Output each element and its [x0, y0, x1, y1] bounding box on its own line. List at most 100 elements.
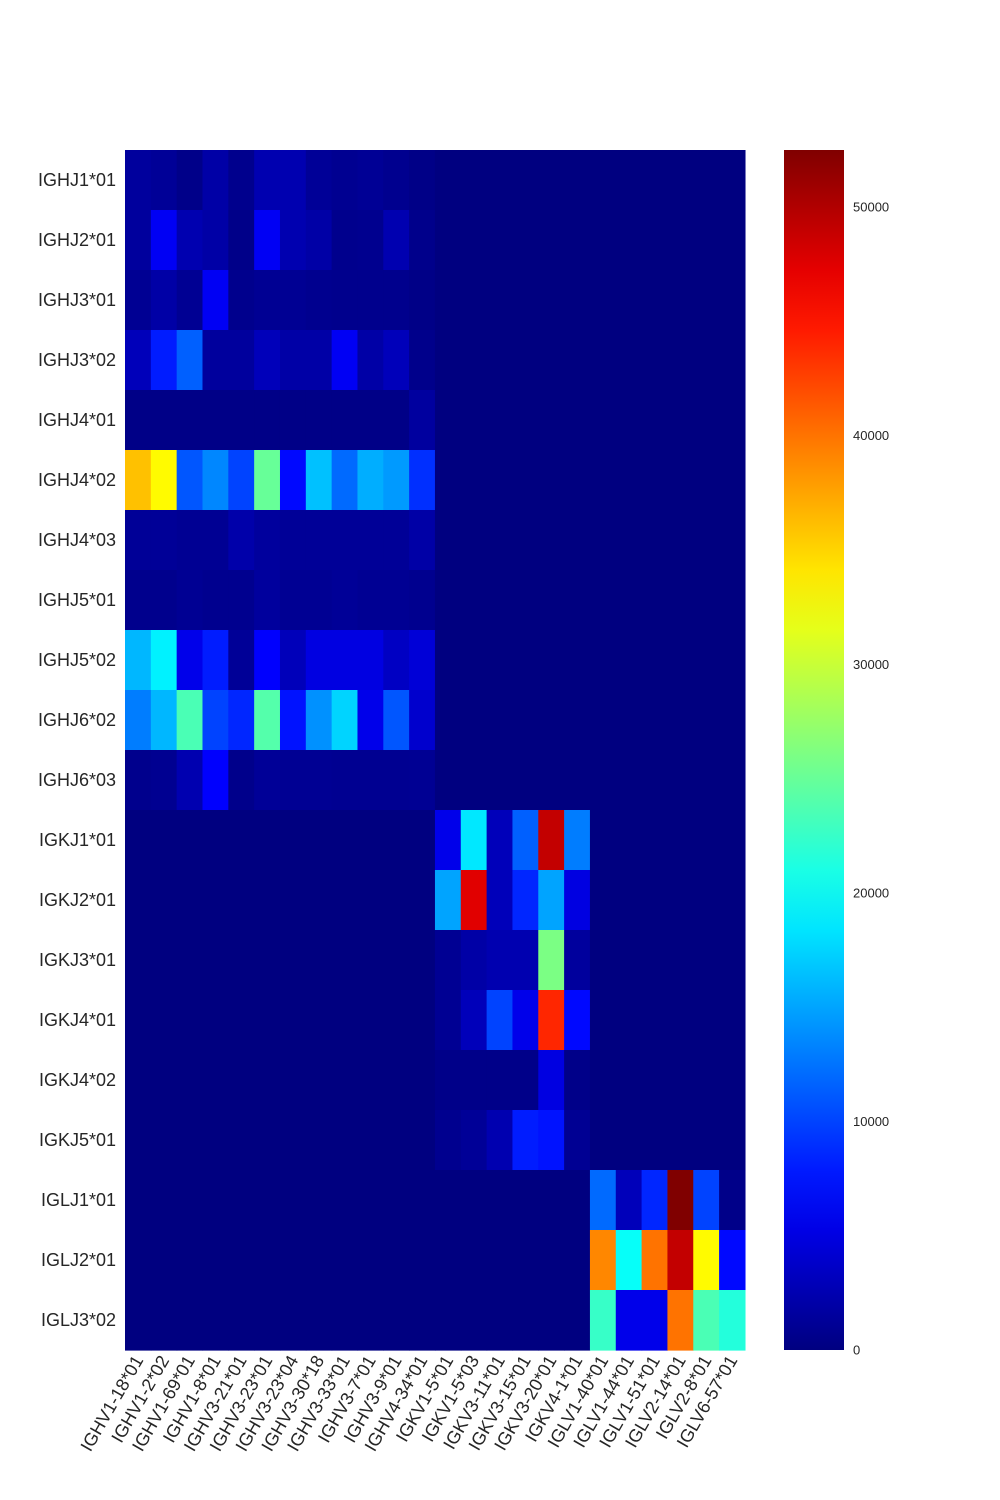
heatmap-cell — [125, 1230, 152, 1291]
heatmap-cell — [486, 510, 514, 571]
heatmap-cell — [719, 870, 746, 931]
heatmap-cell — [486, 450, 514, 511]
heatmap-cell — [383, 630, 410, 691]
heatmap-cell — [357, 570, 384, 631]
heatmap-cell — [331, 570, 359, 631]
heatmap-cell — [383, 870, 410, 931]
heatmap-cell — [228, 390, 255, 451]
y-tick-label: IGHJ5*01 — [38, 590, 116, 610]
heatmap-cell — [254, 870, 281, 931]
heatmap-cell — [512, 150, 539, 211]
heatmap-cell — [460, 1110, 488, 1171]
heatmap-cell — [538, 630, 565, 691]
heatmap-cell — [434, 1290, 462, 1351]
heatmap-cell — [460, 330, 488, 391]
heatmap-cell — [538, 690, 565, 751]
heatmap-cell — [228, 810, 255, 871]
heatmap-cell — [538, 330, 565, 391]
heatmap-cell — [538, 870, 565, 931]
heatmap-cell — [331, 870, 359, 931]
heatmap-cell — [176, 1170, 204, 1231]
heatmap-cell — [693, 990, 720, 1051]
heatmap-cell — [357, 690, 384, 751]
heatmap-cell — [667, 150, 694, 211]
heatmap-cell — [434, 930, 462, 991]
heatmap-cell — [512, 1290, 539, 1351]
heatmap-cell — [615, 450, 643, 511]
heatmap-cell — [434, 630, 462, 691]
heatmap-cell — [125, 750, 152, 811]
heatmap-cell — [150, 510, 178, 571]
y-tick-label: IGKJ2*01 — [39, 890, 116, 910]
heatmap-cell — [486, 1290, 514, 1351]
heatmap-cell — [589, 1170, 617, 1231]
heatmap-cell — [693, 750, 720, 811]
heatmap-cell — [589, 690, 617, 751]
heatmap-cell — [331, 630, 359, 691]
heatmap-cell — [434, 1050, 462, 1111]
heatmap-cell — [383, 1050, 410, 1111]
heatmap-cell — [202, 1110, 229, 1171]
heatmap-cell — [719, 390, 746, 451]
x-tick-labels: IGHV1-18*01IGHV1-2*02IGHV1-69*01IGHV1-8*… — [77, 1352, 742, 1455]
heatmap-cell — [331, 810, 359, 871]
heatmap-cell — [693, 930, 720, 991]
heatmap-cell — [538, 570, 565, 631]
heatmap-cell — [305, 450, 333, 511]
heatmap-cell — [486, 1170, 514, 1231]
heatmap-cell — [719, 750, 746, 811]
heatmap-cell — [383, 1230, 410, 1291]
heatmap-cell — [667, 1110, 694, 1171]
heatmap-cell — [719, 930, 746, 991]
heatmap-cell — [460, 1230, 488, 1291]
heatmap-cell — [176, 630, 204, 691]
heatmap-cell — [228, 270, 255, 331]
heatmap-cell — [409, 390, 436, 451]
heatmap-cell — [331, 990, 359, 1051]
heatmap-cell — [150, 630, 178, 691]
heatmap-cell — [589, 510, 617, 571]
colorbar: 0 10000 20000 30000 40000 50000 — [784, 150, 889, 1358]
heatmap-cell — [125, 1050, 152, 1111]
heatmap-cell — [383, 690, 410, 751]
heatmap-cell — [150, 690, 178, 751]
heatmap-cell — [615, 1110, 643, 1171]
heatmap-cell — [693, 210, 720, 271]
heatmap-cell — [331, 690, 359, 751]
heatmap-cell — [641, 690, 669, 751]
heatmap-cell — [150, 1230, 178, 1291]
heatmap-cell — [279, 750, 307, 811]
heatmap-cell — [460, 210, 488, 271]
heatmap-cell — [125, 150, 152, 211]
heatmap-cell — [564, 990, 591, 1051]
heatmap-cell — [719, 210, 746, 271]
heatmap-cell — [434, 270, 462, 331]
heatmap-cell — [486, 870, 514, 931]
heatmap-cell — [641, 390, 669, 451]
heatmap-cell — [589, 150, 617, 211]
heatmap-cell — [125, 210, 152, 271]
heatmap-cell — [460, 570, 488, 631]
heatmap-cell — [357, 1290, 384, 1351]
heatmap-cell — [125, 330, 152, 391]
heatmap-cell — [279, 810, 307, 871]
heatmap-cell — [228, 1230, 255, 1291]
heatmap-cell — [667, 210, 694, 271]
heatmap-cell — [641, 570, 669, 631]
heatmap-cell — [383, 210, 410, 271]
heatmap-cell — [693, 690, 720, 751]
y-tick-label: IGHJ5*02 — [38, 650, 116, 670]
heatmap-cell — [512, 210, 539, 271]
heatmap-cell — [564, 630, 591, 691]
heatmap-cell — [615, 630, 643, 691]
heatmap-cell — [279, 570, 307, 631]
heatmap-cell — [279, 1050, 307, 1111]
heatmap-cell — [254, 1290, 281, 1351]
heatmap-cell — [641, 450, 669, 511]
heatmap-cell — [641, 150, 669, 211]
heatmap-cell — [254, 510, 281, 571]
heatmap-cell — [228, 990, 255, 1051]
heatmap-cell — [615, 1050, 643, 1111]
heatmap-cell — [202, 930, 229, 991]
y-tick-label: IGHJ4*01 — [38, 410, 116, 430]
